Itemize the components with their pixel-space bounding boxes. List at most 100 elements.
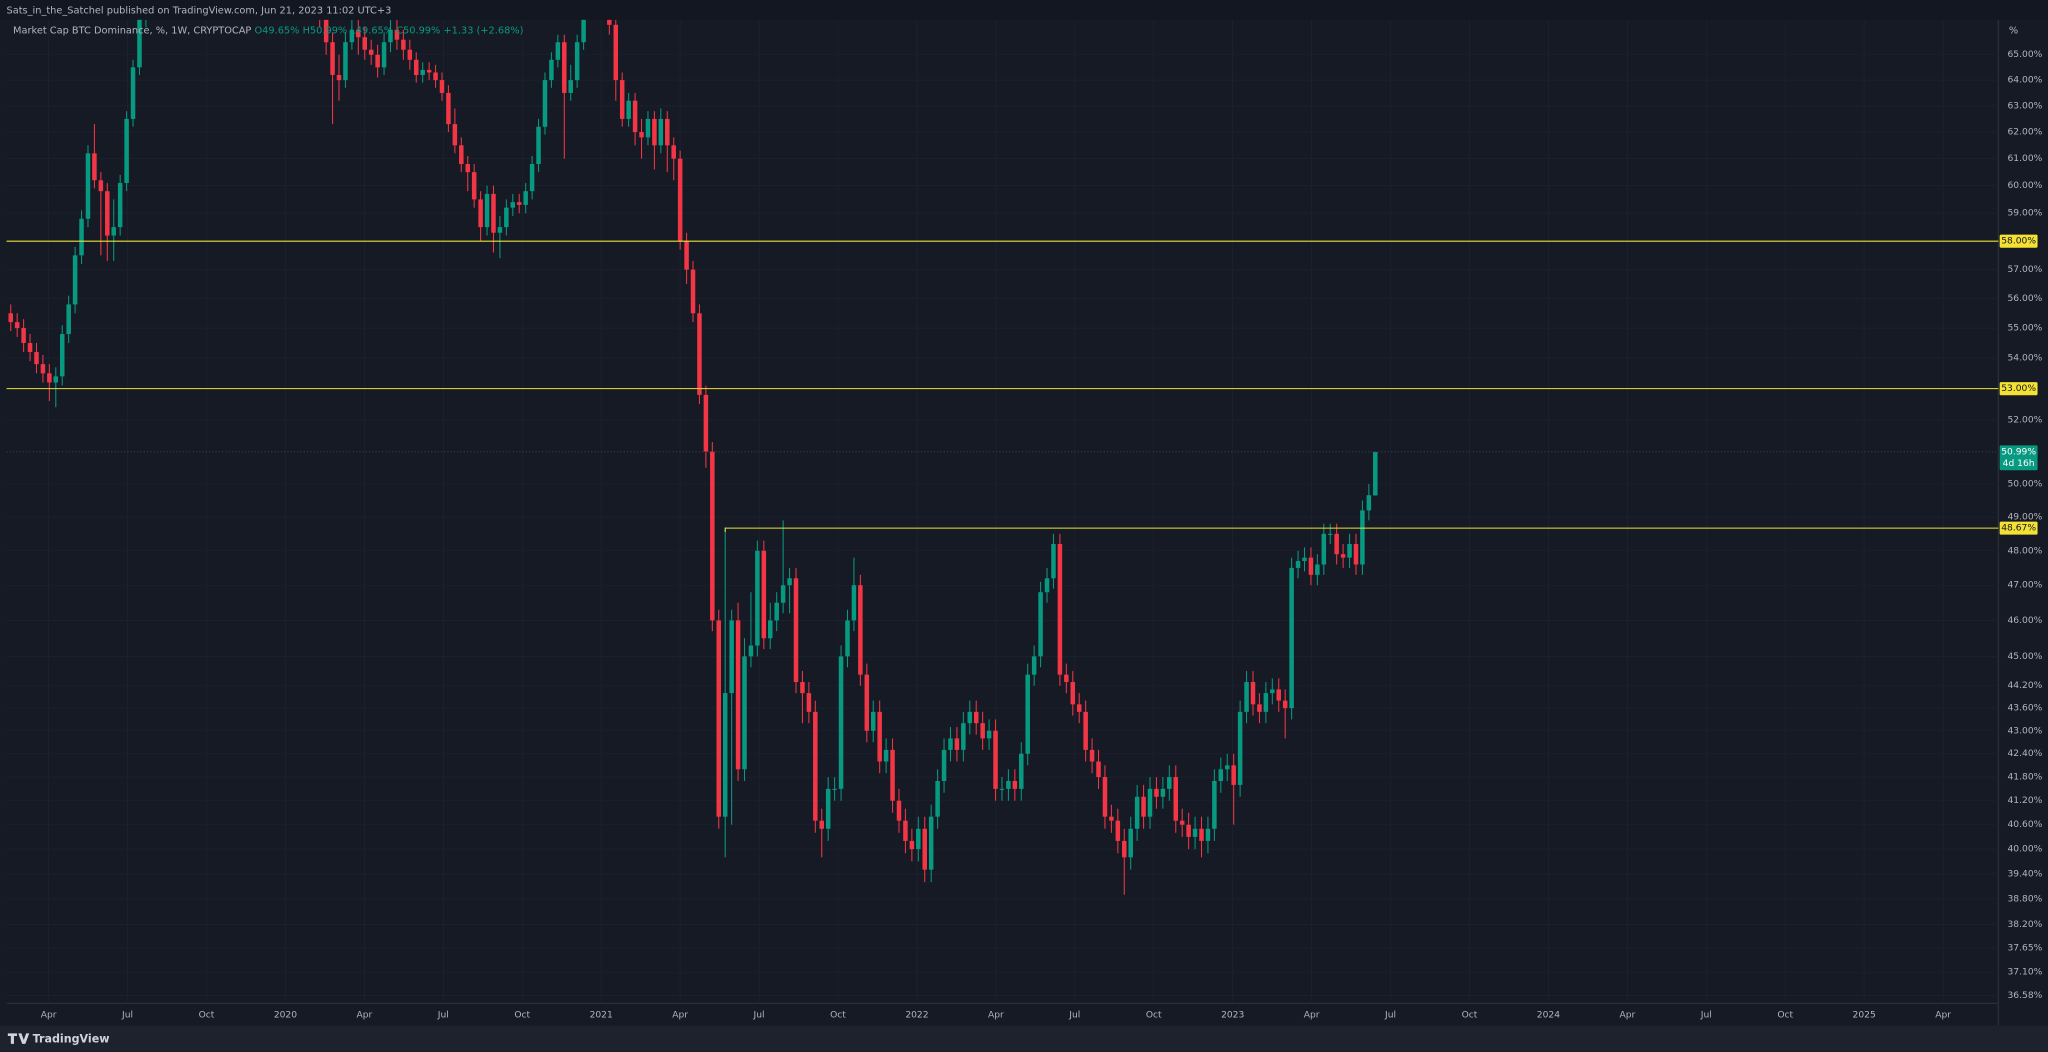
candle-body — [1366, 495, 1372, 511]
candle-body — [832, 788, 837, 790]
candle-body — [40, 364, 46, 374]
candle-body — [1373, 451, 1378, 496]
legend-close: C50.99% — [396, 25, 440, 36]
candle-body — [1167, 777, 1172, 789]
candle-body — [1244, 682, 1249, 712]
candle-body — [993, 730, 998, 789]
level-label-bg — [1999, 521, 2038, 535]
x-tick-label: Jul — [437, 1011, 449, 1021]
candle-body — [124, 118, 129, 183]
candle-body — [1006, 780, 1011, 789]
candle-body — [787, 578, 792, 586]
candle-body — [1083, 711, 1088, 750]
candle-body — [928, 816, 934, 870]
candle-body — [1031, 656, 1037, 675]
x-tick-label: Apr — [356, 1011, 372, 1021]
y-tick-label: 48.00% — [2008, 546, 2043, 556]
candle-body — [542, 80, 548, 127]
y-tick-label: 56.00% — [2008, 294, 2043, 304]
x-tick-label: Jul — [1384, 1011, 1396, 1021]
candle-body — [356, 29, 361, 38]
candle-body — [47, 373, 52, 383]
candle-body — [536, 126, 541, 165]
candle-body — [1076, 704, 1082, 712]
candle-body — [568, 80, 573, 93]
level-label: 48.67% — [2001, 524, 2036, 534]
candle-body — [72, 255, 78, 305]
candle-body — [677, 158, 683, 242]
candle-body — [98, 180, 104, 192]
candle-body — [1205, 828, 1211, 841]
candle-body — [85, 153, 91, 219]
candle-body — [491, 193, 496, 233]
y-unit: % — [2009, 25, 2018, 36]
candle-body — [1134, 796, 1140, 829]
candle-body — [1147, 788, 1153, 817]
last-price-countdown: 4d 16h — [2003, 459, 2035, 469]
candle-body — [516, 202, 522, 205]
candle-body — [8, 313, 13, 323]
publisher: Sats_in_the_Satchel published on Trading… — [7, 6, 392, 17]
candle-body — [806, 693, 812, 712]
candle-body — [1179, 820, 1185, 825]
candle-body — [729, 620, 734, 694]
x-tick-label: Jul — [1700, 1011, 1712, 1021]
y-tick-label: 43.00% — [2008, 726, 2043, 736]
y-tick-label: 37.65% — [2008, 944, 2043, 954]
candle-body — [1212, 780, 1217, 829]
y-tick-label: 64.00% — [2008, 76, 2043, 86]
candle-body — [768, 620, 773, 639]
candle-body — [697, 313, 702, 395]
logo — [7, 1033, 30, 1044]
candle-body — [323, 19, 329, 43]
candle-body — [1353, 543, 1359, 565]
candle-body — [1270, 689, 1275, 694]
candle-body — [53, 376, 59, 383]
candle-body — [877, 711, 882, 762]
candle-body — [529, 164, 535, 192]
candle-body — [79, 218, 84, 256]
candle-body — [381, 42, 387, 68]
candle-body — [14, 322, 20, 329]
candle-body — [665, 118, 670, 146]
x-tick-label: Oct — [1146, 1011, 1162, 1021]
candle-body — [967, 711, 973, 724]
candle-body — [1276, 689, 1281, 701]
candle-body — [1308, 557, 1314, 575]
candle-body — [574, 42, 580, 81]
brand: TradingView — [33, 1032, 110, 1045]
candle-body — [1289, 567, 1294, 709]
candle-body — [864, 674, 870, 731]
candle-body — [465, 164, 470, 173]
y-tick-label: 43.60% — [2008, 704, 2043, 714]
candle-body — [761, 550, 767, 639]
candle-body — [825, 788, 831, 829]
candle-body — [710, 451, 715, 621]
candle-body — [1218, 769, 1224, 781]
level-label-bg — [1999, 234, 2038, 248]
candle-body — [671, 145, 676, 159]
candle-body — [626, 100, 631, 119]
candle-body — [388, 29, 393, 43]
candle-body — [1051, 543, 1056, 579]
candle-body — [1057, 543, 1063, 675]
candle-body — [1327, 533, 1333, 535]
y-tick-label: 63.00% — [2008, 101, 2043, 111]
candle-body — [716, 620, 722, 817]
candle-body — [1096, 761, 1101, 778]
candle-body — [433, 72, 438, 81]
y-tick-label: 61.00% — [2008, 154, 2043, 164]
candle-body — [1102, 777, 1108, 817]
candle-body — [645, 118, 651, 138]
candle-body — [34, 352, 39, 365]
candle-body — [1128, 828, 1133, 858]
candle-body — [903, 820, 908, 841]
candle-body — [111, 227, 116, 236]
candle-body — [1347, 543, 1352, 558]
y-tick-label: 38.80% — [2008, 894, 2043, 904]
candle-body — [755, 550, 760, 646]
candle-body — [105, 191, 110, 236]
candle-body — [21, 328, 26, 344]
candle-body — [690, 269, 696, 314]
candle-body — [368, 49, 374, 55]
